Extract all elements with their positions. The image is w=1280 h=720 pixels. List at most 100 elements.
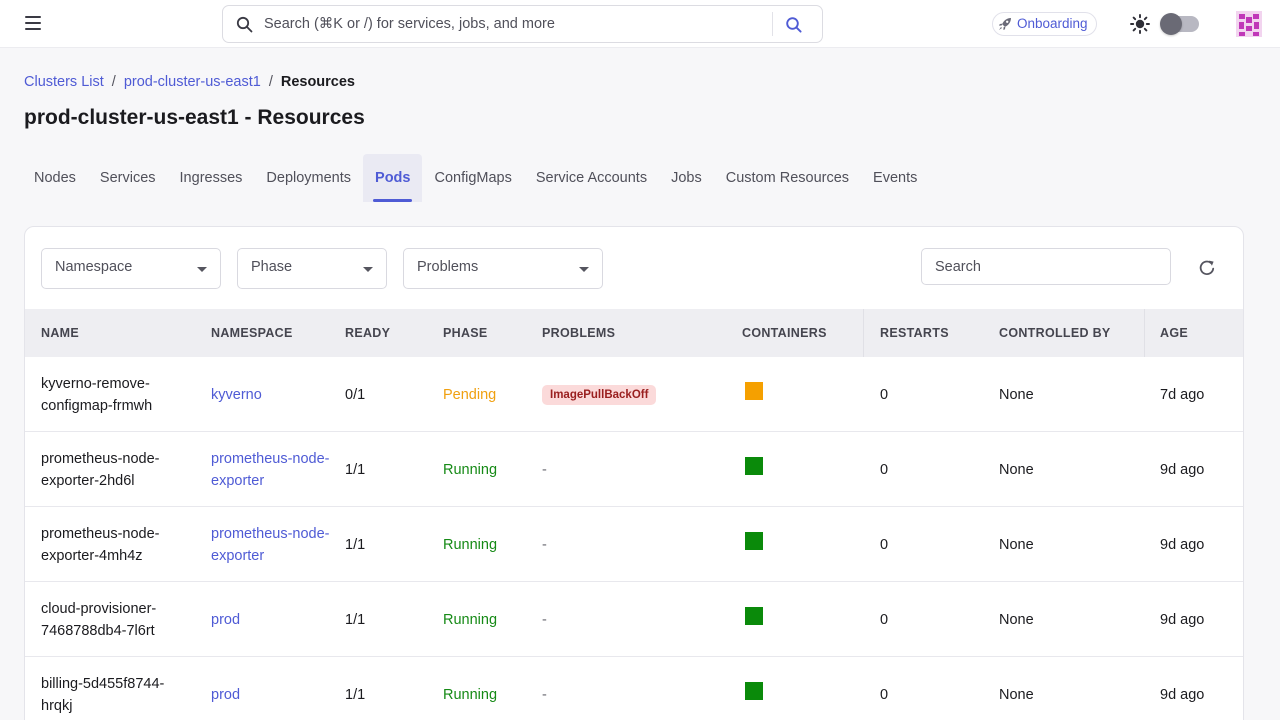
pod-problems: - — [542, 461, 547, 478]
container-status-square[interactable] — [745, 531, 763, 550]
container-status-square[interactable] — [745, 681, 763, 700]
problem-badge: ImagePullBackOff — [542, 384, 657, 405]
pod-phase: Pending — [443, 386, 497, 403]
pod-name[interactable]: cloud-provisioner-7468788db4-7l6rt — [41, 600, 157, 639]
column-header-ready[interactable]: READY — [345, 326, 391, 340]
tab-deployments[interactable]: Deployments — [266, 170, 352, 186]
top-bar: Onboarding — [0, 0, 1280, 48]
tab-nodes[interactable]: Nodes — [34, 170, 76, 186]
column-header-age[interactable]: AGE — [1160, 326, 1188, 340]
global-search-box[interactable] — [222, 5, 823, 43]
table-row[interactable]: prometheus-node-exporter-4mh4z prometheu… — [25, 507, 1243, 582]
pod-age: 9d ago — [1160, 611, 1205, 628]
pod-problems: - — [542, 611, 547, 628]
search-divider — [772, 12, 773, 36]
table-search-input[interactable] — [921, 248, 1171, 285]
tab-service-accounts[interactable]: Service Accounts — [535, 170, 648, 186]
chevron-down-icon — [363, 267, 373, 272]
pod-controlled-by: None — [999, 611, 1034, 628]
phase-filter-label: Phase — [251, 259, 293, 275]
page-title: prod-cluster-us-east1 - Resources — [24, 106, 365, 129]
container-status-square[interactable] — [745, 381, 763, 400]
pod-ready: 0/1 — [345, 386, 366, 403]
pod-controlled-by: None — [999, 461, 1034, 478]
tab-jobs[interactable]: Jobs — [671, 170, 702, 186]
pod-restarts: 0 — [880, 611, 889, 628]
tab-custom-resources[interactable]: Custom Resources — [725, 170, 850, 186]
pod-age: 9d ago — [1160, 686, 1205, 703]
pods-table-card: Namespace Phase Problems NAME NAMESPACE … — [24, 226, 1244, 720]
breadcrumb-current: Resources — [280, 74, 355, 90]
namespace-filter-label: Namespace — [55, 259, 133, 275]
pod-namespace-link[interactable]: prometheus-node-exporter — [211, 525, 330, 564]
column-header-problems[interactable]: PROBLEMS — [542, 326, 616, 340]
container-status-square[interactable] — [745, 606, 763, 625]
table-row[interactable]: cloud-provisioner-7468788db4-7l6rt prod … — [25, 582, 1243, 657]
table-row[interactable]: prometheus-node-exporter-2hd6l prometheu… — [25, 432, 1243, 507]
pod-controlled-by: None — [999, 386, 1034, 403]
pod-phase: Running — [443, 686, 498, 703]
pod-controlled-by: None — [999, 686, 1034, 703]
tab-ingresses[interactable]: Ingresses — [179, 170, 243, 186]
pod-namespace-link[interactable]: prod — [211, 686, 241, 703]
onboarding-label: Onboarding — [1017, 16, 1088, 31]
breadcrumb: Clusters List / prod-cluster-us-east1 / Reso… — [24, 74, 355, 90]
tab-pods[interactable]: Pods — [363, 154, 423, 202]
pod-ready: 1/1 — [345, 461, 366, 478]
pod-phase: Running — [443, 461, 498, 478]
tab-configmaps[interactable]: ConfigMaps — [434, 170, 512, 186]
column-header-restarts[interactable]: RESTARTS — [880, 326, 949, 340]
pod-phase: Running — [443, 611, 498, 628]
column-header-name[interactable]: NAME — [41, 326, 80, 340]
container-status-square[interactable] — [745, 456, 763, 475]
hamburger-menu-icon[interactable] — [25, 16, 41, 30]
column-separator — [1144, 309, 1145, 357]
pod-age: 7d ago — [1160, 386, 1205, 403]
chevron-down-icon — [197, 267, 207, 272]
column-header-containers[interactable]: CONTAINERS — [742, 326, 827, 340]
pod-age: 9d ago — [1160, 461, 1205, 478]
problems-filter-label: Problems — [417, 259, 479, 275]
pod-problems: - — [542, 686, 547, 703]
pod-restarts: 0 — [880, 536, 889, 553]
pod-name[interactable]: billing-5d455f8744-hrqkj — [41, 675, 165, 714]
theme-toggle-knob — [1160, 13, 1182, 35]
onboarding-button[interactable]: Onboarding — [992, 12, 1097, 36]
pod-name[interactable]: prometheus-node-exporter-4mh4z — [41, 525, 160, 564]
namespace-filter-select[interactable]: Namespace — [41, 248, 221, 289]
rocket-icon — [999, 18, 1011, 30]
phase-filter-select[interactable]: Phase — [237, 248, 387, 289]
table-row[interactable]: billing-5d455f8744-hrqkj prod 1/1 Runnin… — [25, 657, 1243, 720]
column-separator — [863, 309, 864, 357]
tab-events[interactable]: Events — [873, 170, 918, 186]
column-header-controlled-by[interactable]: CONTROLLED BY — [999, 326, 1111, 340]
theme-toggle[interactable] — [1160, 13, 1199, 35]
pod-restarts: 0 — [880, 386, 889, 403]
pod-namespace-link[interactable]: prod — [211, 611, 241, 628]
table-header: NAME NAMESPACE READY PHASE PROBLEMS CONT… — [25, 309, 1243, 357]
pod-restarts: 0 — [880, 461, 889, 478]
column-header-namespace[interactable]: NAMESPACE — [211, 326, 293, 340]
breadcrumb-separator: / — [268, 74, 273, 90]
pod-namespace-link[interactable]: prometheus-node-exporter — [211, 450, 330, 489]
table-row[interactable]: kyverno-remove-configmap-frmwh kyverno 0… — [25, 357, 1243, 432]
pod-name[interactable]: kyverno-remove-configmap-frmwh — [41, 375, 153, 414]
tab-services[interactable]: Services — [99, 170, 156, 186]
pod-age: 9d ago — [1160, 536, 1205, 553]
pod-namespace-link[interactable]: kyverno — [211, 386, 262, 403]
pod-restarts: 0 — [880, 686, 889, 703]
problems-filter-select[interactable]: Problems — [403, 248, 603, 289]
chevron-down-icon — [579, 267, 589, 272]
avatar-icon[interactable] — [1236, 11, 1262, 37]
refresh-icon[interactable] — [1197, 258, 1217, 278]
search-icon — [236, 16, 253, 33]
column-header-phase[interactable]: PHASE — [443, 326, 488, 340]
breadcrumb-link-cluster[interactable]: prod-cluster-us-east1 — [123, 74, 261, 90]
sun-icon — [1130, 14, 1150, 34]
resource-tabs: Nodes Services Ingresses Deployments Pod… — [22, 154, 929, 202]
pod-ready: 1/1 — [345, 611, 366, 628]
pod-name[interactable]: prometheus-node-exporter-2hd6l — [41, 450, 160, 489]
search-submit-icon[interactable] — [783, 14, 805, 36]
global-search-input[interactable] — [264, 14, 764, 34]
breadcrumb-link-clusters-list[interactable]: Clusters List — [24, 74, 104, 90]
